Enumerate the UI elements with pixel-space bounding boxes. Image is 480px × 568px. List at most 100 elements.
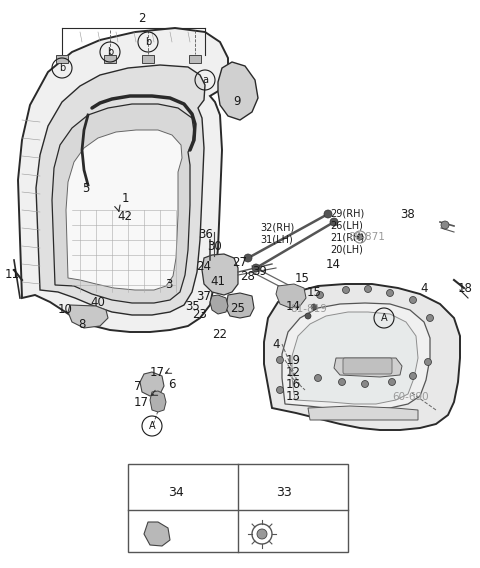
Text: a: a — [202, 75, 208, 85]
Text: 9: 9 — [233, 95, 240, 108]
Text: 12: 12 — [286, 366, 301, 379]
Text: 5: 5 — [82, 182, 89, 195]
Text: 41: 41 — [210, 275, 225, 288]
Text: 27: 27 — [232, 256, 247, 269]
Text: 15: 15 — [307, 286, 322, 299]
Text: 28: 28 — [240, 270, 255, 283]
Circle shape — [311, 304, 317, 310]
Circle shape — [314, 374, 322, 382]
Text: 42: 42 — [117, 210, 132, 223]
Text: 15: 15 — [295, 272, 310, 285]
Text: 86-871: 86-871 — [348, 232, 385, 242]
Text: 21(RH): 21(RH) — [330, 232, 364, 242]
Text: 60-690: 60-690 — [392, 392, 429, 402]
Polygon shape — [66, 130, 182, 290]
Text: 39: 39 — [252, 265, 267, 278]
Text: b: b — [107, 47, 113, 57]
Text: 17: 17 — [134, 396, 149, 409]
Text: 32(RH): 32(RH) — [260, 222, 294, 232]
Polygon shape — [334, 358, 402, 377]
Text: 6: 6 — [168, 378, 176, 391]
Text: 33: 33 — [276, 486, 292, 499]
Text: 40: 40 — [90, 296, 105, 309]
Text: 14: 14 — [286, 300, 301, 313]
Text: 10: 10 — [58, 303, 73, 316]
Text: 3: 3 — [165, 278, 172, 291]
Polygon shape — [276, 284, 306, 308]
Circle shape — [276, 386, 284, 394]
Bar — [142, 55, 154, 63]
Text: 26(LH): 26(LH) — [330, 220, 363, 230]
Text: 34: 34 — [168, 486, 184, 499]
Text: 24: 24 — [196, 260, 211, 273]
Text: b: b — [145, 37, 151, 47]
Bar — [128, 464, 348, 552]
Text: 7: 7 — [134, 380, 142, 393]
Circle shape — [357, 234, 363, 240]
Polygon shape — [140, 372, 164, 396]
Polygon shape — [150, 391, 166, 412]
Circle shape — [257, 529, 267, 539]
Circle shape — [305, 313, 311, 319]
Text: 11: 11 — [5, 268, 20, 281]
FancyBboxPatch shape — [343, 358, 392, 374]
Text: 25: 25 — [230, 302, 245, 315]
Circle shape — [409, 373, 417, 379]
Circle shape — [330, 218, 338, 226]
Text: 8: 8 — [78, 318, 86, 331]
Text: 2: 2 — [138, 12, 146, 25]
Polygon shape — [68, 305, 108, 328]
Polygon shape — [144, 522, 170, 546]
Text: 4: 4 — [420, 282, 428, 295]
Text: 18: 18 — [458, 282, 473, 295]
Polygon shape — [210, 295, 228, 314]
Text: 37: 37 — [196, 290, 211, 303]
Text: 13: 13 — [286, 390, 301, 403]
Polygon shape — [292, 312, 418, 404]
Circle shape — [441, 221, 449, 229]
Circle shape — [364, 286, 372, 293]
Circle shape — [427, 315, 433, 321]
Polygon shape — [202, 254, 238, 295]
Text: 14: 14 — [326, 258, 341, 271]
Circle shape — [276, 357, 284, 364]
Text: 30: 30 — [207, 240, 222, 253]
Text: 35: 35 — [185, 300, 200, 313]
Circle shape — [424, 358, 432, 365]
Bar — [189, 55, 201, 63]
Text: 29(RH): 29(RH) — [330, 208, 364, 218]
Text: A: A — [149, 421, 156, 431]
Polygon shape — [52, 104, 194, 303]
Polygon shape — [264, 284, 460, 430]
Circle shape — [244, 254, 252, 262]
Circle shape — [386, 290, 394, 296]
Circle shape — [361, 381, 369, 387]
Text: 38: 38 — [400, 208, 415, 221]
Text: 20(LH): 20(LH) — [330, 244, 363, 254]
Text: 36: 36 — [198, 228, 213, 241]
Circle shape — [343, 286, 349, 294]
Circle shape — [409, 296, 417, 303]
Text: 31(LH): 31(LH) — [260, 234, 293, 244]
Text: 22: 22 — [212, 328, 227, 341]
Polygon shape — [18, 28, 228, 332]
Circle shape — [388, 378, 396, 386]
Circle shape — [338, 378, 346, 386]
Circle shape — [316, 291, 324, 299]
Text: 23: 23 — [192, 308, 207, 321]
Text: 16: 16 — [286, 378, 301, 391]
Text: 19: 19 — [286, 354, 301, 367]
Polygon shape — [218, 62, 258, 120]
Bar — [56, 55, 68, 63]
Text: A: A — [381, 313, 387, 323]
Circle shape — [252, 264, 260, 272]
Text: b: b — [59, 63, 65, 73]
Polygon shape — [226, 293, 254, 318]
Text: 17: 17 — [150, 366, 165, 379]
Text: 4: 4 — [272, 338, 279, 351]
Circle shape — [324, 210, 332, 218]
Polygon shape — [282, 303, 430, 410]
Polygon shape — [308, 406, 418, 420]
Text: 1: 1 — [122, 192, 130, 205]
Text: a: a — [145, 487, 151, 497]
